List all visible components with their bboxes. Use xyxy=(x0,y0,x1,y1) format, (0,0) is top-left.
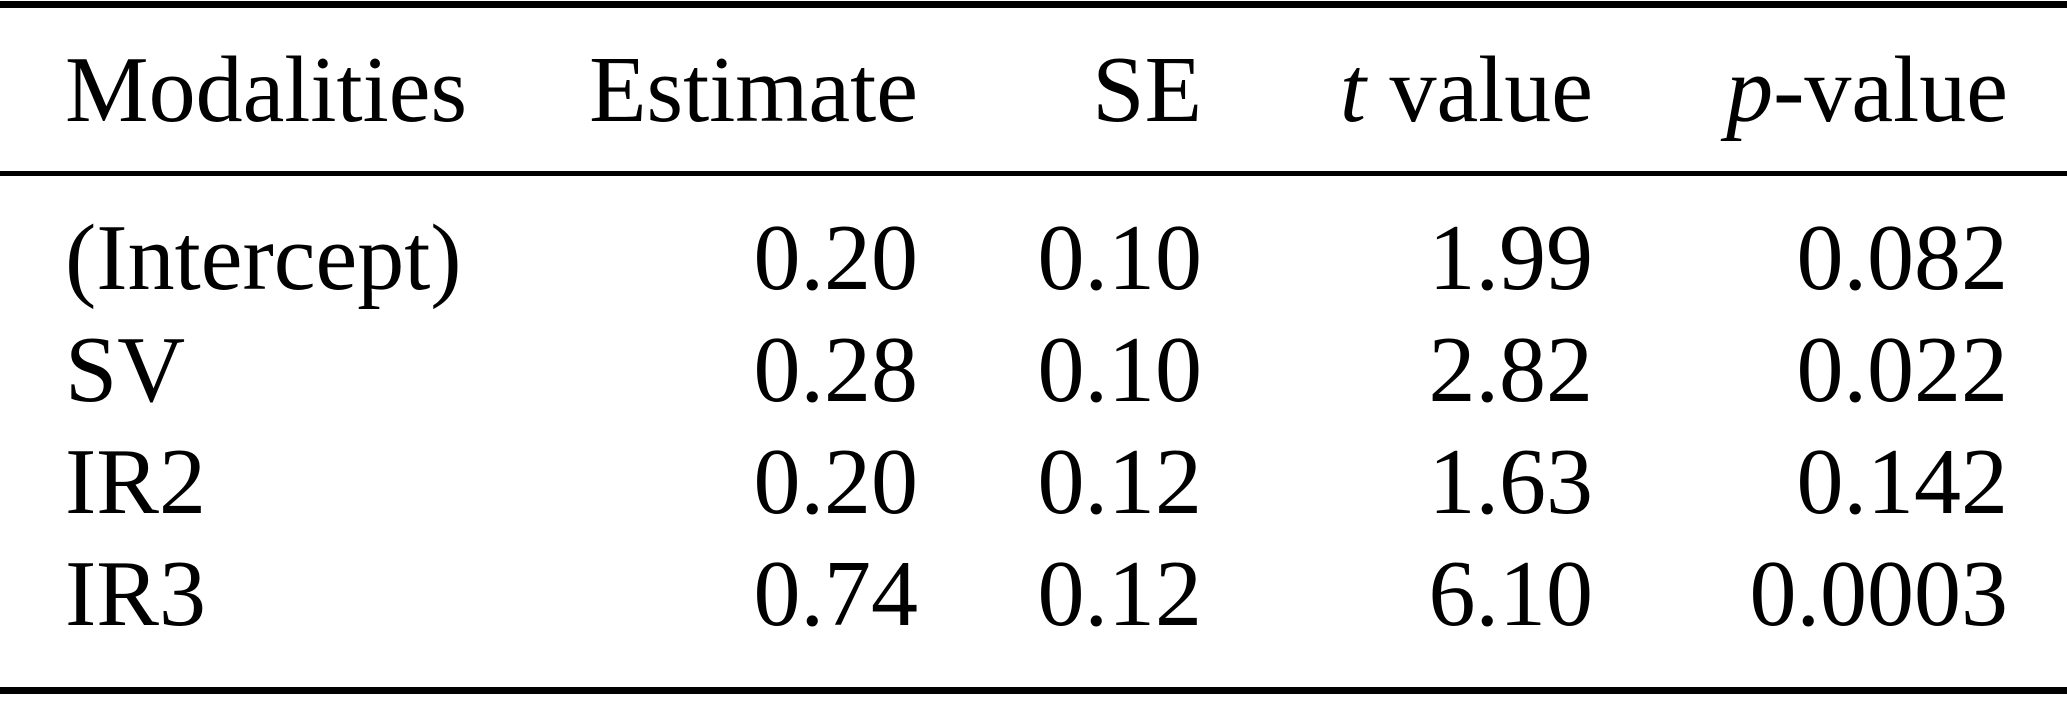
col-header-modalities: Modalities xyxy=(0,5,530,174)
estimate-cell: 0.20 xyxy=(753,206,919,310)
se-cell: 0.12 xyxy=(1037,542,1203,646)
header-italic-part: p xyxy=(1726,37,1774,142)
col-header-estimate: Estimate xyxy=(530,5,918,174)
p-value-cell: 0.0003 xyxy=(1749,542,2009,646)
t-value-cell: 6.10 xyxy=(1428,542,1594,646)
p-value-cell: 0.082 xyxy=(1796,206,2009,310)
table-body: (Intercept) 0.20 0.10 1.99 0.082 SV 0.28… xyxy=(0,174,2067,691)
modality-cell: IR3 xyxy=(65,542,206,646)
estimate-cell: 0.20 xyxy=(753,430,919,534)
se-cell: 0.10 xyxy=(1037,206,1203,310)
table-row-sv: SV 0.28 0.10 2.82 0.022 xyxy=(0,314,2067,426)
spacer-row xyxy=(0,650,2067,691)
t-value-cell: 1.63 xyxy=(1428,430,1594,534)
table-row-ir2: IR2 0.20 0.12 1.63 0.142 xyxy=(0,426,2067,538)
spacer-row xyxy=(0,174,2067,203)
p-value-cell: 0.022 xyxy=(1796,318,2009,422)
p-value-cell: 0.142 xyxy=(1796,430,2009,534)
se-cell: 0.12 xyxy=(1037,430,1203,534)
table-row-intercept: (Intercept) 0.20 0.10 1.99 0.082 xyxy=(0,202,2067,314)
t-value-cell: 2.82 xyxy=(1428,318,1594,422)
estimate-cell: 0.74 xyxy=(753,542,919,646)
table-header: Modalities Estimate SE t value p-value xyxy=(0,5,2067,174)
table-row-ir3: IR3 0.74 0.12 6.10 0.0003 xyxy=(0,538,2067,650)
header-text: SE xyxy=(1092,37,1202,142)
se-cell: 0.10 xyxy=(1037,318,1203,422)
estimate-cell: 0.28 xyxy=(753,318,919,422)
header-row: Modalities Estimate SE t value p-value xyxy=(0,5,2067,174)
header-text: Modalities xyxy=(65,37,468,142)
modality-cell: (Intercept) xyxy=(65,206,462,310)
header-text: -value xyxy=(1773,37,2008,142)
header-text: value xyxy=(1365,37,1593,142)
modality-cell: IR2 xyxy=(65,430,206,534)
t-value-cell: 1.99 xyxy=(1428,206,1594,310)
col-header-t-value: t value xyxy=(1202,5,1593,174)
modality-cell: SV xyxy=(65,318,186,422)
col-header-p-value: p-value xyxy=(1593,5,2067,174)
header-italic-part: t xyxy=(1339,37,1366,142)
header-text: Estimate xyxy=(589,37,918,142)
col-header-se: SE xyxy=(918,5,1202,174)
